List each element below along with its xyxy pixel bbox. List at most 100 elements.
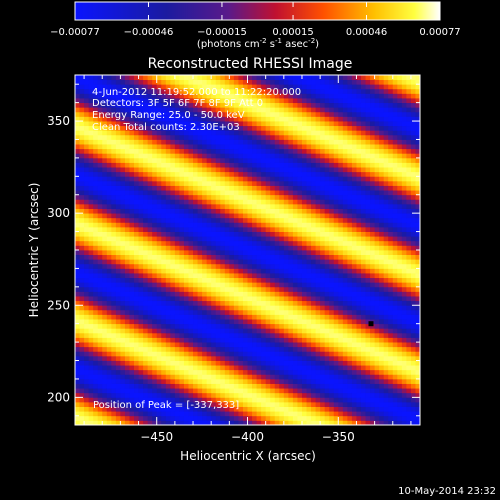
heatmap-cell <box>120 88 126 94</box>
heatmap-cell <box>220 397 226 403</box>
heatmap-cell <box>193 75 198 81</box>
heatmap-cell <box>170 180 176 186</box>
heatmap-cell <box>174 121 180 127</box>
heatmap-cell <box>124 374 130 380</box>
heatmap-cell <box>265 88 271 94</box>
heatmap-cell <box>360 420 366 425</box>
heatmap-cell <box>233 162 239 168</box>
heatmap-cell <box>333 111 339 117</box>
heatmap-cell <box>120 374 126 380</box>
heatmap-cell <box>265 383 271 389</box>
heatmap-cell <box>211 273 217 279</box>
heatmap-cell <box>84 111 90 117</box>
heatmap-cell <box>183 411 189 417</box>
heatmap-cell <box>315 351 321 357</box>
heatmap-cell <box>102 282 108 288</box>
heatmap-cell <box>179 406 185 412</box>
heatmap-cell <box>174 107 180 113</box>
heatmap-cell <box>288 107 294 113</box>
heatmap-cell <box>147 365 153 371</box>
heatmap-cell <box>179 369 185 375</box>
heatmap-cell <box>342 226 348 232</box>
heatmap-cell <box>265 176 271 182</box>
heatmap-cell <box>134 102 139 108</box>
heatmap-cell <box>252 208 257 214</box>
heatmap-cell <box>84 369 90 375</box>
heatmap-cell <box>134 291 139 297</box>
heatmap-cell <box>102 319 108 325</box>
heatmap-cell <box>156 194 162 200</box>
heatmap-cell <box>211 125 217 131</box>
heatmap-cell <box>292 319 298 325</box>
heatmap-cell <box>143 374 149 380</box>
heatmap-cell <box>206 374 212 380</box>
heatmap-cell <box>188 328 194 334</box>
heatmap-cell <box>165 309 171 315</box>
heatmap-cell <box>84 259 90 265</box>
heatmap-cell <box>174 190 180 196</box>
heatmap-cell <box>320 383 326 389</box>
heatmap-cell <box>320 296 326 302</box>
heatmap-cell <box>174 185 180 191</box>
heatmap-cell <box>170 88 176 94</box>
heatmap-cell <box>88 360 94 366</box>
heatmap-cell <box>124 415 130 421</box>
heatmap-cell <box>238 130 244 136</box>
heatmap-cell <box>75 116 80 122</box>
heatmap-cell <box>324 309 330 315</box>
heatmap-cell <box>206 309 212 315</box>
heatmap-cell <box>292 84 298 90</box>
heatmap-cell <box>79 75 85 81</box>
heatmap-cell <box>220 351 226 357</box>
heatmap-cell <box>88 346 94 352</box>
heatmap-cell <box>170 309 176 315</box>
heatmap-cell <box>124 406 130 412</box>
heatmap-cell <box>170 332 176 338</box>
heatmap-cell <box>106 305 112 311</box>
heatmap-cell <box>247 378 253 384</box>
heatmap-cell <box>365 300 371 306</box>
heatmap-cell <box>111 300 117 306</box>
heatmap-cell <box>356 332 362 338</box>
heatmap-cell <box>134 388 139 394</box>
heatmap-cell <box>252 93 257 99</box>
heatmap-cell <box>206 392 212 398</box>
heatmap-cell <box>347 319 353 325</box>
heatmap-cell <box>215 190 221 196</box>
heatmap-cell <box>138 231 144 237</box>
heatmap-cell <box>215 401 221 407</box>
heatmap-cell <box>170 222 176 228</box>
heatmap-cell <box>261 323 267 329</box>
heatmap-cell <box>297 296 303 302</box>
heatmap-cell <box>233 374 239 380</box>
heatmap-cell <box>252 300 257 306</box>
heatmap-cell <box>79 291 85 297</box>
heatmap-cell <box>220 277 226 283</box>
heatmap-cell <box>211 383 217 389</box>
heatmap-cell <box>97 254 103 260</box>
heatmap-cell <box>311 263 316 269</box>
heatmap-cell <box>270 250 276 256</box>
heatmap-cell <box>211 236 217 242</box>
heatmap-cell <box>106 111 112 117</box>
heatmap-cell <box>106 319 112 325</box>
heatmap-cell <box>183 213 189 219</box>
heatmap-cell <box>179 171 185 177</box>
heatmap-cell <box>252 217 257 223</box>
heatmap-cell <box>206 98 212 104</box>
heatmap-cell <box>270 102 276 108</box>
heatmap-cell <box>256 305 262 311</box>
heatmap-cell <box>292 121 298 127</box>
heatmap-cell <box>215 388 221 394</box>
heatmap-cell <box>360 342 366 348</box>
heatmap-cell <box>220 369 226 375</box>
heatmap-cell <box>147 222 153 228</box>
heatmap-cell <box>97 88 103 94</box>
heatmap-cell <box>152 411 158 417</box>
heatmap-cell <box>197 328 203 334</box>
heatmap-cell <box>356 296 362 302</box>
heatmap-cell <box>106 199 112 205</box>
heatmap-cell <box>138 171 144 177</box>
heatmap-cell <box>115 231 121 237</box>
heatmap-cell <box>292 79 298 85</box>
